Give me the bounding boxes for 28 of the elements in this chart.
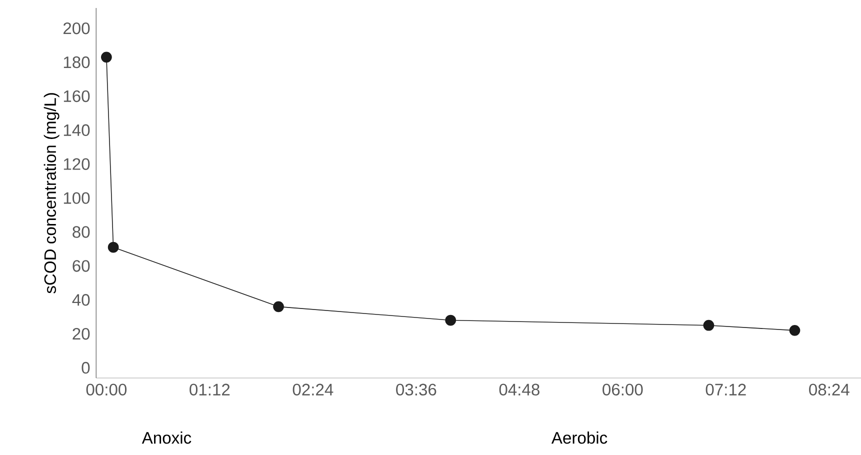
x-tick-label: 08:24 bbox=[809, 384, 850, 396]
y-tick-label: 100 bbox=[64, 192, 90, 204]
text: Anoxic bbox=[142, 432, 192, 444]
x-tick-label: 07:12 bbox=[706, 384, 746, 396]
y-tick-label: 160 bbox=[64, 90, 90, 102]
x-tick-label: 01:12 bbox=[190, 384, 230, 396]
point bbox=[703, 320, 714, 332]
text: Aerobic bbox=[551, 432, 608, 444]
y-tick-label: 200 bbox=[64, 22, 90, 34]
x-tick-label: 02:24 bbox=[292, 384, 334, 396]
x-tick-label: 04:48 bbox=[499, 384, 540, 396]
point bbox=[445, 315, 456, 326]
y-tick-label: 60 bbox=[72, 260, 90, 272]
point bbox=[108, 242, 119, 253]
point bbox=[789, 325, 800, 336]
x-tick-label: 00:00 bbox=[86, 384, 127, 396]
point bbox=[273, 301, 284, 312]
y-axis-title: sCOD concentration (mg/L) bbox=[44, 93, 60, 294]
y-tick-label: 120 bbox=[64, 158, 90, 170]
y-tick-label: 20 bbox=[72, 328, 90, 340]
y-tick-label: 140 bbox=[64, 124, 90, 136]
y-tick-label: 180 bbox=[64, 56, 90, 68]
y-tick-label: 40 bbox=[72, 294, 90, 306]
x-tick-label: 06:00 bbox=[602, 384, 643, 396]
point bbox=[101, 52, 112, 63]
y-tick-label: 0 bbox=[82, 362, 90, 374]
x-tick-label: 03:36 bbox=[396, 384, 436, 396]
y-tick-label: 80 bbox=[72, 226, 90, 238]
